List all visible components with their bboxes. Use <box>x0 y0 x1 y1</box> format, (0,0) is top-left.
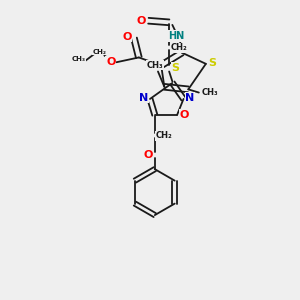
Text: CH₃: CH₃ <box>71 56 85 62</box>
Text: O: O <box>122 32 132 42</box>
Text: CH₂: CH₂ <box>170 44 187 52</box>
Text: O: O <box>137 16 146 26</box>
Text: CH₃: CH₃ <box>146 61 163 70</box>
Text: O: O <box>179 110 189 120</box>
Text: HN: HN <box>168 31 184 41</box>
Text: CH₂: CH₂ <box>92 49 106 55</box>
Text: O: O <box>106 57 116 67</box>
Text: S: S <box>208 58 216 68</box>
Text: N: N <box>139 93 148 103</box>
Text: S: S <box>172 63 179 73</box>
Text: CH₃: CH₃ <box>202 88 218 97</box>
Text: O: O <box>143 150 152 160</box>
Text: CH₂: CH₂ <box>156 131 173 140</box>
Text: N: N <box>185 93 194 103</box>
